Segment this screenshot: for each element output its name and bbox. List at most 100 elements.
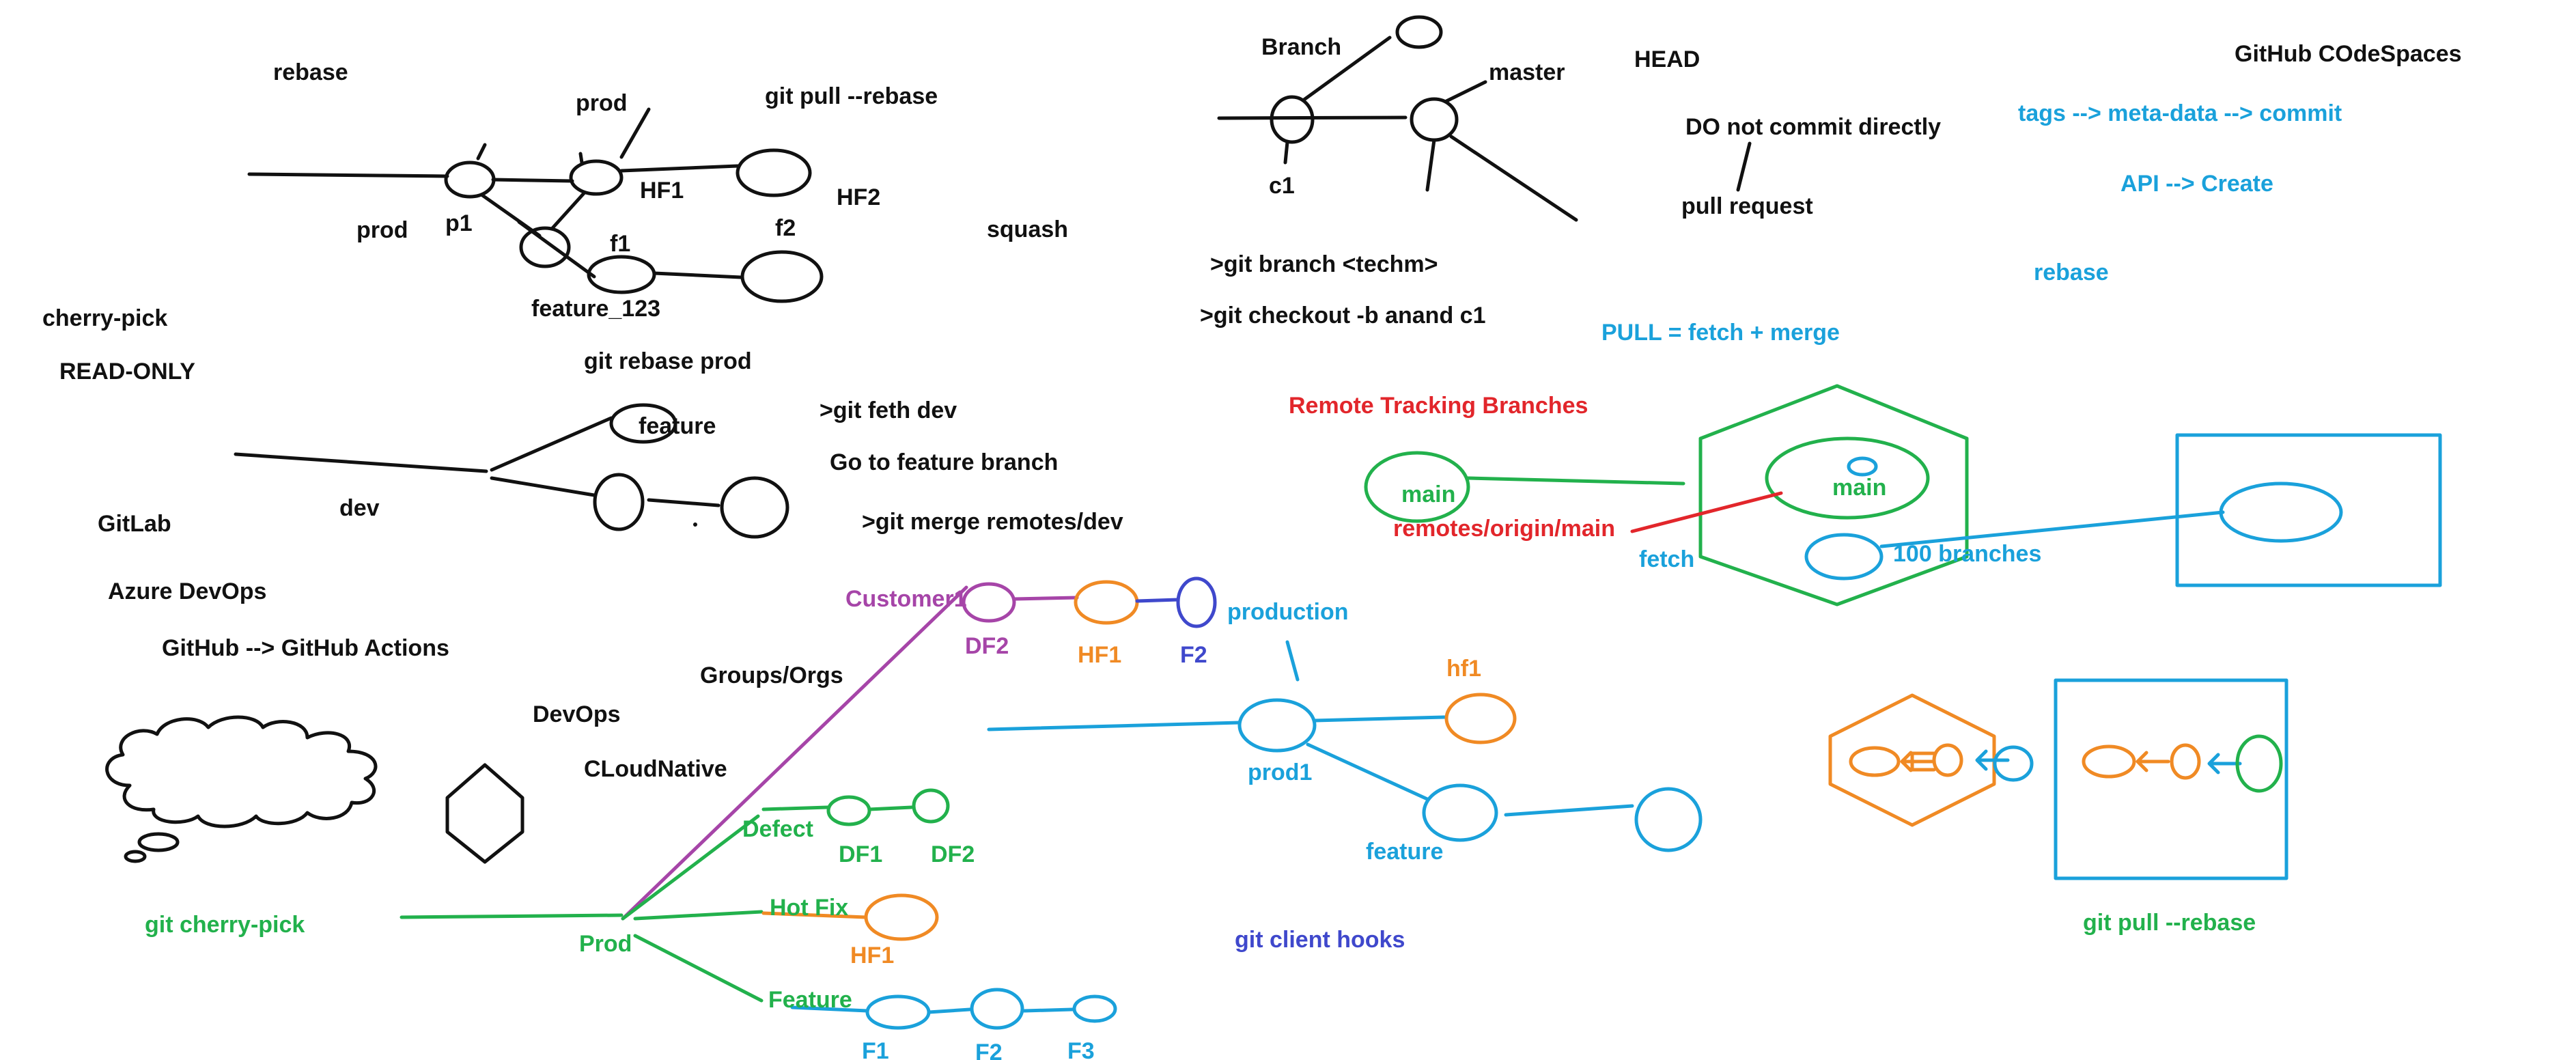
remote-box-node <box>2219 482 2343 543</box>
local-hexagon <box>1828 693 1996 827</box>
edge-f1-f2 <box>652 271 743 279</box>
label-codespaces: GitHub COdeSpaces <box>2235 41 2462 67</box>
commit-rebase-node <box>519 226 571 268</box>
label-github-actions: GitHub --> GitHub Actions <box>162 635 449 661</box>
label-git-feth-dev: >git feth dev <box>820 398 957 423</box>
label-main-local: main <box>1401 482 1455 507</box>
label-pull-equals: PULL = fetch + merge <box>1601 320 1840 346</box>
label-squash: squash <box>987 217 1068 242</box>
tick-c1-down <box>1283 140 1289 165</box>
label-master: master <box>1489 59 1565 85</box>
label-100-branches: 100 branches <box>1893 541 2041 567</box>
label-prod: Prod <box>579 931 632 957</box>
remote-hexagon <box>1698 384 1969 606</box>
label-feature-blue: feature <box>1366 839 1443 865</box>
fetch-arrow <box>1630 491 1783 533</box>
commit-f2 <box>740 250 824 303</box>
origin-dot <box>1847 456 1878 477</box>
node-prod1 <box>1237 698 1317 753</box>
edge-node-hf1 <box>550 191 586 231</box>
commit-c1 <box>1270 95 1315 144</box>
label-cherry-pick: cherry-pick <box>42 305 167 331</box>
label-customer1: Customer1 <box>845 586 967 612</box>
label-read-only: READ-ONLY <box>59 359 195 385</box>
label-f2-indigo: F2 <box>1180 642 1207 668</box>
label-git-pull-rebase: git pull --rebase <box>765 83 938 109</box>
hexagon-shape <box>445 763 524 864</box>
label-prod-left: prod <box>356 217 408 243</box>
tick-hf1-right <box>619 107 651 159</box>
remote-branch-node <box>1804 533 1884 581</box>
rebase-sketch <box>247 107 824 303</box>
label-groups-orgs: Groups/Orgs <box>700 662 843 688</box>
label-feature-dev: feature <box>639 413 716 439</box>
node-df2-purple <box>962 582 1016 623</box>
label-api-create: API --> Create <box>2120 171 2273 197</box>
label-rebase: rebase <box>273 59 348 85</box>
edge-c1-branch <box>1301 36 1392 102</box>
label-git-pull-rebase-bottom: git pull --rebase <box>2083 910 2256 936</box>
commit-feature-dev <box>609 403 677 444</box>
edge-p1-feature <box>517 220 596 279</box>
node-hf1-orange <box>1074 580 1139 625</box>
label-remotes-origin-main: remotes/origin/main <box>1393 516 1615 542</box>
label-gitlab: GitLab <box>98 511 171 537</box>
branch-sketch <box>1217 15 1752 222</box>
label-devops: DevOps <box>533 701 621 727</box>
label-main-remote: main <box>1832 475 1886 501</box>
commit-hf2 <box>736 148 812 197</box>
dev-sketch <box>234 403 789 539</box>
commit-merge-a <box>593 473 645 531</box>
prod-branch-line <box>247 172 449 178</box>
commit-branch-tip <box>1395 15 1443 49</box>
label-head: HEAD <box>1634 46 1700 72</box>
dev-branch-line <box>234 452 488 473</box>
remote-tracking-diagram <box>1364 384 2442 606</box>
cloud-icon <box>105 715 378 863</box>
label-do-not-commit: DO not commit directly <box>1685 114 1941 140</box>
node-hf1-lower <box>1444 693 1517 744</box>
tick-p1-top <box>476 143 487 161</box>
label-dev: dev <box>339 495 380 521</box>
edge-local-remote <box>1466 476 1685 486</box>
commit-hf1 <box>569 159 624 196</box>
remote-box <box>2175 433 2442 587</box>
label-rebase-blue: rebase <box>2034 260 2109 285</box>
commit-master <box>1410 97 1459 142</box>
label-git-checkout: >git checkout -b anand c1 <box>1200 303 1485 329</box>
dot <box>693 522 697 527</box>
label-p1: p1 <box>445 210 473 236</box>
label-hf1-hotfix: HF1 <box>850 943 894 968</box>
node-f1 <box>865 994 931 1030</box>
label-git-branch: >git branch <techm> <box>1210 251 1438 277</box>
label-defect: Defect <box>742 816 813 842</box>
label-git-merge-remotes: >git merge remotes/dev <box>862 509 1123 535</box>
label-hot-fix: Hot Fix <box>770 895 848 921</box>
label-hf2: HF2 <box>837 184 880 210</box>
label-prod-top: prod <box>576 90 628 116</box>
label-df1: DF1 <box>839 841 882 867</box>
label-c1: c1 <box>1269 173 1295 199</box>
label-git-rebase-prod: git rebase prod <box>584 348 752 374</box>
label-f1: F1 <box>862 1038 889 1060</box>
remote-main-node <box>1765 436 1930 520</box>
label-f3: F3 <box>1067 1038 1095 1060</box>
label-hf1-orange: HF1 <box>1078 642 1121 668</box>
label-tags: tags --> meta-data --> commit <box>2018 100 2342 126</box>
label-remote-tracking: Remote Tracking Branches <box>1289 393 1588 419</box>
node-f2 <box>970 988 1024 1030</box>
node-df2-green <box>912 788 950 824</box>
label-cloudnative: CLoudNative <box>584 756 727 782</box>
tick-hf1-top <box>578 152 584 165</box>
node-f3 <box>1072 994 1117 1023</box>
label-feature-green: Feature <box>768 987 852 1013</box>
label-f2: F2 <box>975 1040 1003 1060</box>
edge-100-branches <box>1879 510 2225 548</box>
label-hf1-lower: hf1 <box>1446 656 1481 682</box>
label-git-client-hooks: git client hooks <box>1235 927 1405 953</box>
label-azure-devops: Azure DevOps <box>108 578 266 604</box>
edge-hf1-hf2 <box>619 164 740 173</box>
node-hf1-hotfix <box>864 893 939 941</box>
edge-merge <box>647 498 720 507</box>
